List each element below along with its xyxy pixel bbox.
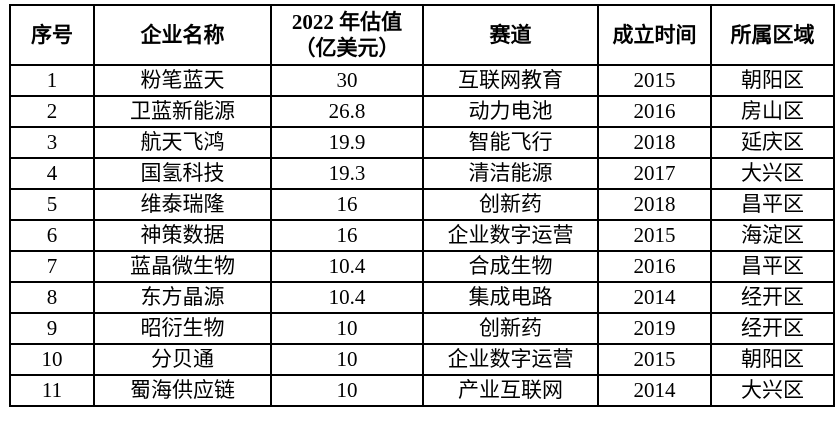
cell-index: 3 [9, 126, 95, 159]
table-row: 9 昭衍生物 10 创新药 2019 经开区 [9, 312, 835, 345]
cell-valuation-2022: 19.3 [270, 157, 424, 190]
table-row: 5 维泰瑞隆 16 创新药 2018 昌平区 [9, 188, 835, 221]
cell-founded-year: 2014 [597, 374, 712, 407]
cell-region: 朝阳区 [710, 343, 835, 376]
cell-valuation-2022: 10.4 [270, 281, 424, 314]
cell-track: 集成电路 [422, 281, 599, 314]
cell-company-name: 蓝晶微生物 [93, 250, 272, 283]
table-row: 7 蓝晶微生物 10.4 合成生物 2016 昌平区 [9, 250, 835, 283]
cell-valuation-2022: 19.9 [270, 126, 424, 159]
cell-region: 经开区 [710, 281, 835, 314]
cell-founded-year: 2015 [597, 64, 712, 97]
table-row: 10 分贝通 10 企业数字运营 2015 朝阳区 [9, 343, 835, 376]
cell-company-name: 维泰瑞隆 [93, 188, 272, 221]
cell-company-name: 航天飞鸿 [93, 126, 272, 159]
cell-founded-year: 2014 [597, 281, 712, 314]
table-row: 11 蜀海供应链 10 产业互联网 2014 大兴区 [9, 374, 835, 407]
cell-region: 昌平区 [710, 250, 835, 283]
cell-founded-year: 2015 [597, 219, 712, 252]
table-body: 1 粉笔蓝天 30 互联网教育 2015 朝阳区 2 卫蓝新能源 26.8 动力电池 2016 房山区… [9, 64, 835, 407]
cell-founded-year: 2019 [597, 312, 712, 345]
header-region: 所属区域 [710, 4, 835, 66]
cell-valuation-2022: 30 [270, 64, 424, 97]
cell-track: 创新药 [422, 312, 599, 345]
cell-track: 企业数字运营 [422, 343, 599, 376]
cell-index: 8 [9, 281, 95, 314]
cell-company-name: 卫蓝新能源 [93, 95, 272, 128]
cell-region: 房山区 [710, 95, 835, 128]
cell-index: 11 [9, 374, 95, 407]
cell-track: 创新药 [422, 188, 599, 221]
cell-index: 4 [9, 157, 95, 190]
table-row: 8 东方晶源 10.4 集成电路 2014 经开区 [9, 281, 835, 314]
header-row: 序号 企业名称 2022 年估值 （亿美元） 赛道 成立时间 所属区域 [9, 4, 835, 66]
header-track: 赛道 [422, 4, 599, 66]
header-index: 序号 [9, 4, 95, 66]
companies-table: 序号 企业名称 2022 年估值 （亿美元） 赛道 成立时间 所属区域 1 粉笔蓝… [9, 4, 835, 407]
header-company: 企业名称 [93, 4, 272, 66]
cell-track: 合成生物 [422, 250, 599, 283]
cell-index: 7 [9, 250, 95, 283]
cell-track: 企业数字运营 [422, 219, 599, 252]
cell-founded-year: 2017 [597, 157, 712, 190]
cell-valuation-2022: 10 [270, 374, 424, 407]
table-row: 4 国氢科技 19.3 清洁能源 2017 大兴区 [9, 157, 835, 190]
cell-track: 产业互联网 [422, 374, 599, 407]
header-valuation: 2022 年估值 （亿美元） [270, 4, 424, 66]
cell-valuation-2022: 26.8 [270, 95, 424, 128]
cell-track: 互联网教育 [422, 64, 599, 97]
cell-valuation-2022: 16 [270, 188, 424, 221]
cell-index: 2 [9, 95, 95, 128]
header-founded: 成立时间 [597, 4, 712, 66]
cell-valuation-2022: 10 [270, 343, 424, 376]
cell-index: 1 [9, 64, 95, 97]
cell-founded-year: 2016 [597, 95, 712, 128]
cell-valuation-2022: 10.4 [270, 250, 424, 283]
cell-company-name: 蜀海供应链 [93, 374, 272, 407]
cell-track: 动力电池 [422, 95, 599, 128]
cell-region: 海淀区 [710, 219, 835, 252]
cell-founded-year: 2015 [597, 343, 712, 376]
cell-index: 6 [9, 219, 95, 252]
cell-region: 大兴区 [710, 374, 835, 407]
cell-index: 10 [9, 343, 95, 376]
cell-index: 9 [9, 312, 95, 345]
cell-index: 5 [9, 188, 95, 221]
cell-region: 延庆区 [710, 126, 835, 159]
cell-track: 清洁能源 [422, 157, 599, 190]
cell-company-name: 国氢科技 [93, 157, 272, 190]
cell-company-name: 粉笔蓝天 [93, 64, 272, 97]
cell-region: 经开区 [710, 312, 835, 345]
cell-company-name: 昭衍生物 [93, 312, 272, 345]
table-row: 1 粉笔蓝天 30 互联网教育 2015 朝阳区 [9, 64, 835, 97]
cell-region: 朝阳区 [710, 64, 835, 97]
cell-region: 大兴区 [710, 157, 835, 190]
table-row: 3 航天飞鸿 19.9 智能飞行 2018 延庆区 [9, 126, 835, 159]
cell-founded-year: 2016 [597, 250, 712, 283]
cell-company-name: 神策数据 [93, 219, 272, 252]
table-header: 序号 企业名称 2022 年估值 （亿美元） 赛道 成立时间 所属区域 [9, 4, 835, 66]
cell-region: 昌平区 [710, 188, 835, 221]
cell-track: 智能飞行 [422, 126, 599, 159]
cell-valuation-2022: 16 [270, 219, 424, 252]
cell-valuation-2022: 10 [270, 312, 424, 345]
cell-founded-year: 2018 [597, 188, 712, 221]
cell-company-name: 分贝通 [93, 343, 272, 376]
cell-founded-year: 2018 [597, 126, 712, 159]
table-row: 6 神策数据 16 企业数字运营 2015 海淀区 [9, 219, 835, 252]
table-row: 2 卫蓝新能源 26.8 动力电池 2016 房山区 [9, 95, 835, 128]
cell-company-name: 东方晶源 [93, 281, 272, 314]
